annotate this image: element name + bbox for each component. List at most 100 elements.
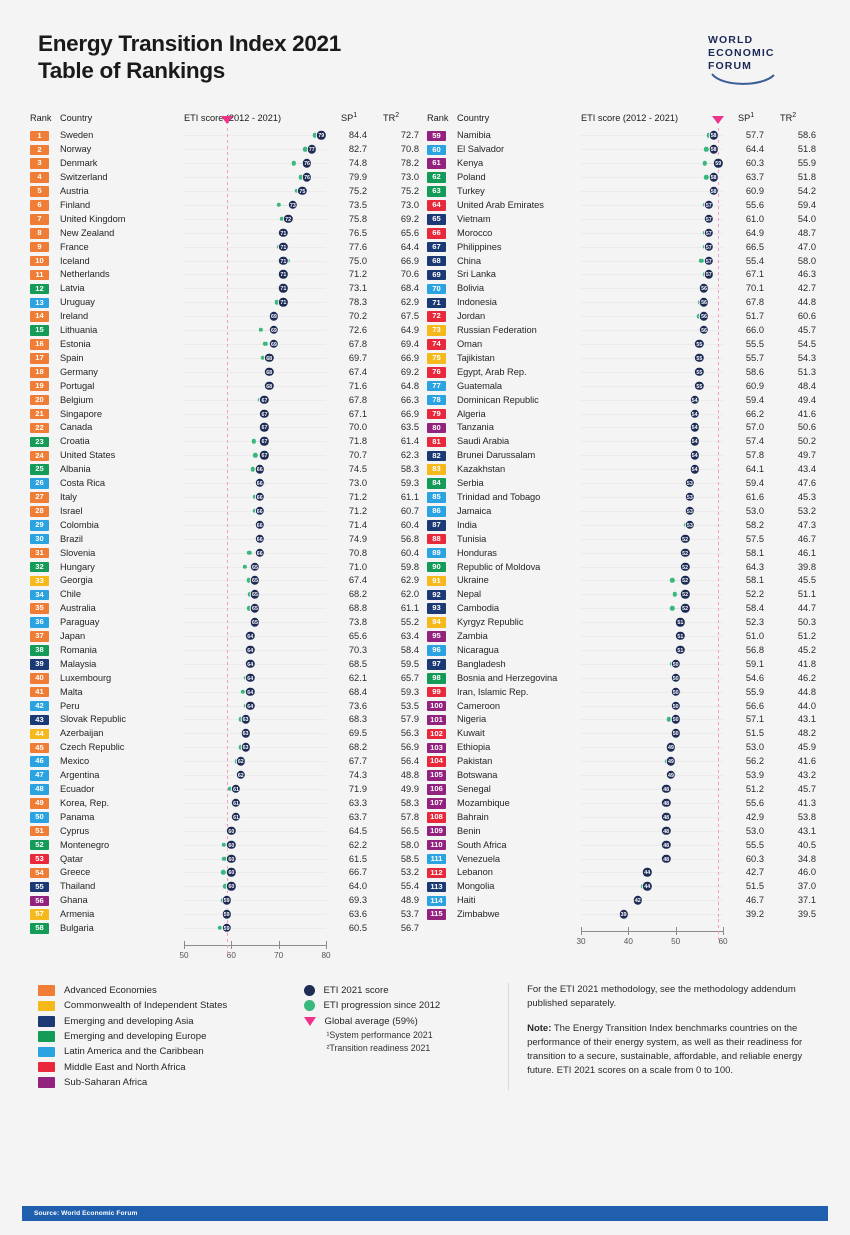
progression-dot (247, 550, 252, 555)
row-gridline (184, 371, 326, 373)
sp-value: 64.1 (745, 464, 764, 475)
eti-score-bubble: 52 (679, 561, 691, 572)
rank-badge: 78 (427, 394, 446, 406)
eti-score-bubble: 53 (684, 491, 696, 503)
rank-badge: 73 (427, 325, 446, 336)
table-row: 11 Netherlands 71 71.2 70.6 (30, 268, 427, 282)
row-gridline (581, 663, 723, 665)
table-row: 110 South Africa 48 55.5 40.5 (427, 838, 824, 852)
eti-score-bubble: 48 (660, 853, 672, 864)
legend-region-label: Emerging and developing Europe (64, 1031, 207, 1043)
tr-value: 53.5 (400, 700, 419, 711)
table-row: 96 Nicaragua 51 56.8 45.2 (427, 643, 824, 657)
row-gridline (581, 149, 723, 151)
rank-cell: 34 (30, 589, 60, 601)
country-label: Cameroon (457, 700, 501, 711)
row-gridline (184, 872, 326, 874)
rank-badge: 80 (427, 422, 446, 434)
table-row: 98 Bosnia and Herzegovina 50 54.6 46.2 (427, 671, 824, 685)
tr-value: 59.4 (797, 199, 816, 210)
score-chart-cell: 48 (577, 838, 732, 852)
country-label: Cyprus (60, 825, 90, 836)
table-row: 113 Mongolia 44 51.5 37.0 (427, 879, 824, 893)
score-chart-cell: 68 (180, 379, 335, 393)
row-gridline (581, 594, 723, 596)
tr-value: 66.9 (400, 408, 419, 419)
score-chart-cell: 50 (577, 726, 732, 740)
rank-badge: 115 (427, 909, 446, 920)
eti-score-bubble: 49 (665, 755, 677, 767)
sp-value: 62.1 (348, 672, 367, 683)
rank-cell: 75 (427, 352, 457, 364)
rank-badge: 74 (427, 339, 446, 350)
rank-badge: 1 (30, 130, 49, 142)
score-chart-cell: 65 (180, 560, 335, 574)
table-row: 86 Jamaica 53 53.0 53.2 (427, 504, 824, 518)
country-label: Norway (60, 144, 92, 155)
rank-cell: 63 (427, 185, 457, 197)
tr-value: 47.0 (797, 241, 816, 252)
rank-cell: 10 (30, 255, 60, 267)
rank-badge: 61 (427, 158, 446, 169)
score-chart-cell: 64 (180, 671, 335, 685)
eti-score-bubble: 56 (698, 310, 710, 322)
rank-badge: 82 (427, 450, 446, 461)
sp-value: 71.2 (348, 505, 367, 516)
table-row: 92 Nepal 52 52.2 51.1 (427, 587, 824, 601)
rank-cell: 114 (427, 895, 457, 906)
row-gridline (184, 135, 326, 137)
rank-cell: 49 (30, 797, 60, 809)
rank-badge: 53 (30, 853, 49, 865)
tr-value: 60.4 (400, 547, 419, 558)
rank-cell: 44 (30, 728, 60, 740)
header-rank: Rank (30, 113, 52, 124)
row-gridline (184, 260, 326, 262)
sp-value: 67.7 (348, 756, 367, 767)
axis-tick (184, 941, 185, 950)
rank-badge: 18 (30, 367, 49, 378)
rank-badge: 110 (427, 839, 446, 851)
country-label: Finland (60, 199, 91, 210)
tr-value: 46.7 (797, 533, 816, 544)
score-chart-cell: 71 (180, 254, 335, 268)
rank-badge: 23 (30, 436, 49, 448)
eti-score-bubble: 61 (230, 783, 242, 795)
rank-badge: 65 (427, 214, 446, 225)
rank-cell: 35 (30, 602, 60, 614)
rank-badge: 99 (427, 686, 446, 698)
sp-value: 73.8 (348, 617, 367, 628)
score-chart-cell: 48 (577, 796, 732, 810)
country-label: Turkey (457, 186, 485, 197)
axis-tick-label: 60 (718, 937, 728, 947)
legend-region-label: Commonwealth of Independent States (64, 1000, 228, 1012)
rank-badge: 102 (427, 728, 446, 740)
table-row: 71 Indonesia 56 67.8 44.8 (427, 295, 824, 309)
score-chart-cell: 42 (577, 893, 732, 907)
rank-cell: 80 (427, 422, 457, 434)
score-chart-cell: 52 (577, 601, 732, 615)
eti-score-bubble: 68 (263, 366, 275, 378)
table-row: 102 Kuwait 50 51.5 48.2 (427, 726, 824, 740)
legend-divider (508, 983, 510, 1091)
tr-value: 53.2 (400, 867, 419, 878)
eti-score-bubble: 49 (665, 769, 677, 781)
rank-cell: 68 (427, 255, 457, 267)
country-label: Portugal (60, 380, 95, 391)
score-chart-cell: 65 (180, 587, 335, 601)
tr-value: 46.0 (797, 867, 816, 878)
rank-cell: 59 (427, 130, 457, 142)
rank-cell: 23 (30, 436, 60, 448)
tr-value: 44.7 (797, 603, 816, 614)
rank-badge: 11 (30, 269, 49, 281)
score-chart-cell: 54 (577, 434, 732, 448)
eti-score-bubble: 55 (694, 352, 705, 364)
score-chart-cell: 55 (577, 351, 732, 365)
country-label: Jordan (457, 311, 486, 322)
rank-badge: 6 (30, 200, 49, 211)
country-label: Zimbabwe (457, 909, 500, 920)
tr-value: 62.9 (400, 297, 419, 308)
tr-value: 66.3 (400, 394, 419, 405)
tr-value: 59.3 (400, 478, 419, 489)
rank-cell: 6 (30, 199, 60, 211)
row-gridline (184, 886, 326, 888)
